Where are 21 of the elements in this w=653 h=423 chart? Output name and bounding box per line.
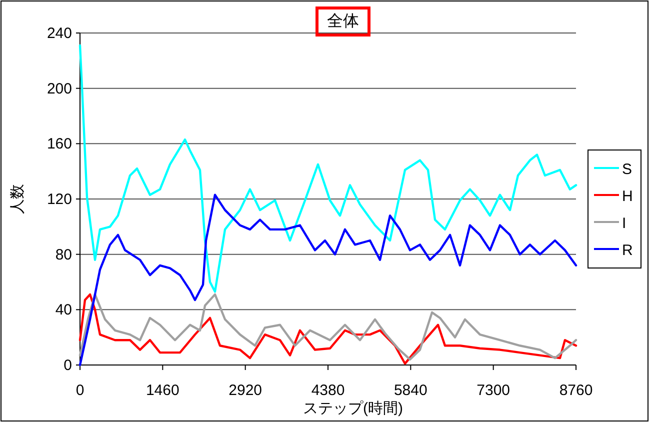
y-tick-label: 200 bbox=[46, 80, 72, 98]
x-tick-label: 8760 bbox=[559, 382, 593, 399]
legend-label: H bbox=[622, 188, 633, 205]
y-tick-label: 40 bbox=[55, 302, 72, 319]
x-tick-label: 7300 bbox=[476, 382, 510, 399]
x-tick-label: 0 bbox=[76, 382, 84, 399]
legend-label: R bbox=[622, 242, 633, 259]
x-tick-label: 2920 bbox=[228, 382, 262, 399]
x-tick-label: 1460 bbox=[146, 382, 180, 399]
y-axis-title: 人数 bbox=[9, 184, 26, 214]
x-axis-title: ステップ(時間) bbox=[303, 400, 403, 417]
legend-label: S bbox=[622, 161, 632, 178]
x-tick-label: 5840 bbox=[394, 382, 428, 399]
y-tick-label: 120 bbox=[46, 191, 72, 208]
y-tick-label: 0 bbox=[64, 357, 72, 374]
legend-label: I bbox=[622, 215, 626, 232]
chart-title: 全体 bbox=[327, 13, 359, 30]
x-tick-label: 4380 bbox=[311, 382, 345, 399]
y-tick-label: 240 bbox=[46, 25, 72, 42]
y-tick-label: 80 bbox=[55, 246, 72, 264]
y-tick-label: 160 bbox=[46, 136, 72, 153]
